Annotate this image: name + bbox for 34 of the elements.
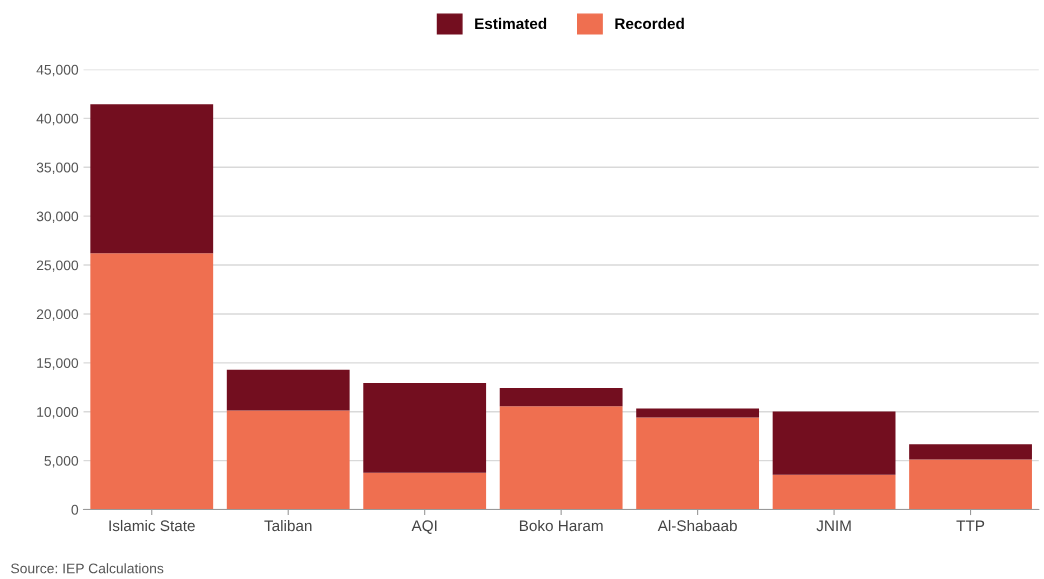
y-tick-label: 30,000 (36, 211, 79, 223)
x-tick-label: Al-Shabaab (657, 519, 737, 532)
bar (90, 253, 214, 510)
y-tick-label: 0 (71, 504, 79, 515)
source-note: Source: IEP Calculations (11, 563, 164, 574)
x-tick-label: Taliban (264, 519, 312, 532)
y-tick-label: 10,000 (37, 407, 79, 419)
x-tick-label: Boko Haram (519, 519, 603, 532)
bar (363, 472, 487, 510)
bar (772, 474, 896, 510)
bar (226, 410, 350, 510)
bar (499, 388, 623, 407)
x-tick-label: AQI (411, 520, 437, 534)
legend-label: Estimated (475, 17, 547, 30)
bar (636, 408, 760, 418)
y-tick-label: 45,000 (36, 64, 79, 77)
y-tick-label: 5,000 (44, 455, 79, 468)
bar (909, 459, 1032, 510)
legend-label: Recorded (615, 17, 684, 30)
y-tick-label: 20,000 (36, 309, 79, 321)
x-tick-label: TTP (956, 520, 985, 532)
bar (636, 417, 760, 510)
bar (363, 382, 487, 473)
x-tick-label: Islamic State (109, 519, 195, 532)
bar (226, 369, 350, 411)
y-tick-label: 25,000 (36, 260, 79, 272)
bar (90, 104, 214, 254)
bar (909, 444, 1032, 460)
bar (772, 411, 896, 475)
bar (499, 406, 623, 510)
y-tick-label: 15,000 (37, 358, 79, 370)
y-tick-label: 40,000 (36, 113, 79, 126)
x-tick-label: JNIM (816, 520, 851, 532)
y-tick-label: 35,000 (36, 162, 79, 175)
